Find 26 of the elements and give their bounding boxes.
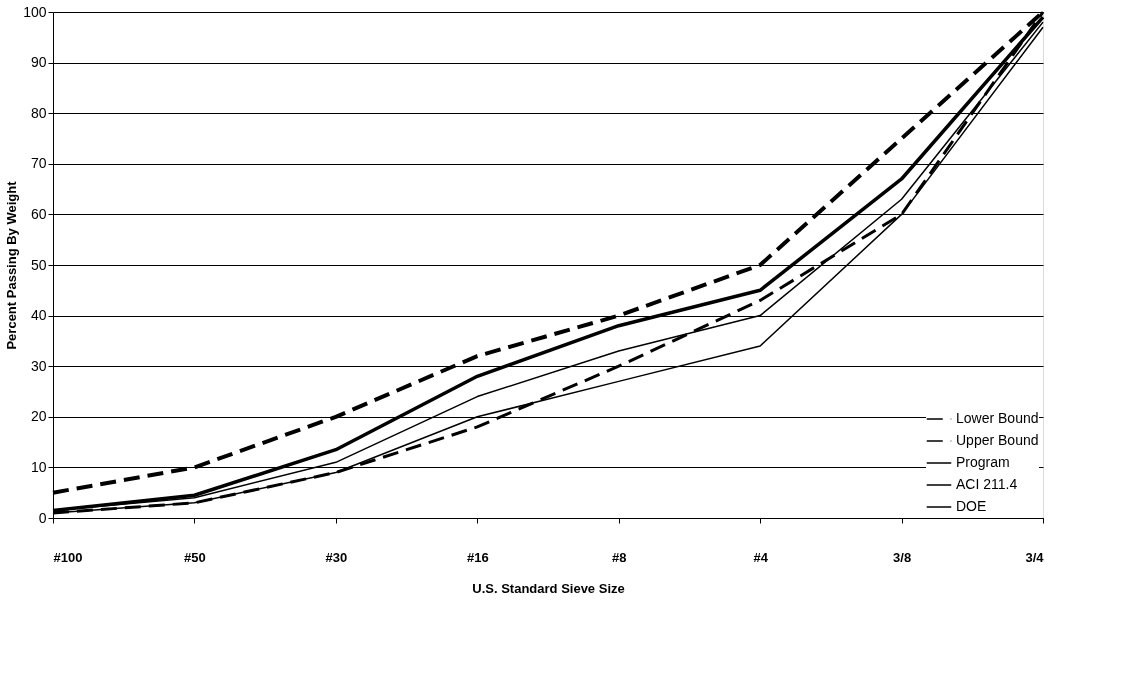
y-tick-label: 30 — [30, 357, 47, 374]
y-tick-label: 70 — [30, 155, 47, 172]
legend-label: Lower Bound — [956, 410, 1039, 426]
x-tick-label: #16 — [466, 549, 489, 565]
x-tick-label: #30 — [325, 549, 348, 565]
legend-label: DOE — [956, 498, 987, 514]
y-tick-label: 10 — [30, 458, 47, 475]
y-axis-title: Percent Passing By Weight — [4, 180, 20, 350]
x-tick-label: #100 — [53, 549, 83, 565]
x-tick-label: #8 — [611, 549, 627, 565]
legend-label: Upper Bound — [956, 432, 1039, 448]
x-tick-label: 3/8 — [893, 549, 912, 565]
legend-label: Program — [956, 454, 1010, 470]
y-tick-label: 60 — [30, 205, 47, 222]
y-tick-label: 100 — [23, 3, 47, 20]
x-axis-title: U.S. Standard Sieve Size — [472, 580, 625, 596]
y-tick-label: 40 — [30, 307, 47, 324]
y-tick-label: 0 — [38, 509, 47, 526]
x-tick-label: #4 — [753, 549, 769, 565]
y-tick-label: 20 — [30, 408, 47, 425]
y-tick-label: 50 — [30, 256, 47, 273]
legend-label: ACI 211.4 — [956, 476, 1018, 492]
y-tick-label: 80 — [30, 104, 47, 121]
x-tick-label: 3/4 — [1025, 549, 1045, 565]
y-tick-label: 90 — [30, 54, 47, 71]
x-tick-label: #50 — [184, 549, 206, 565]
